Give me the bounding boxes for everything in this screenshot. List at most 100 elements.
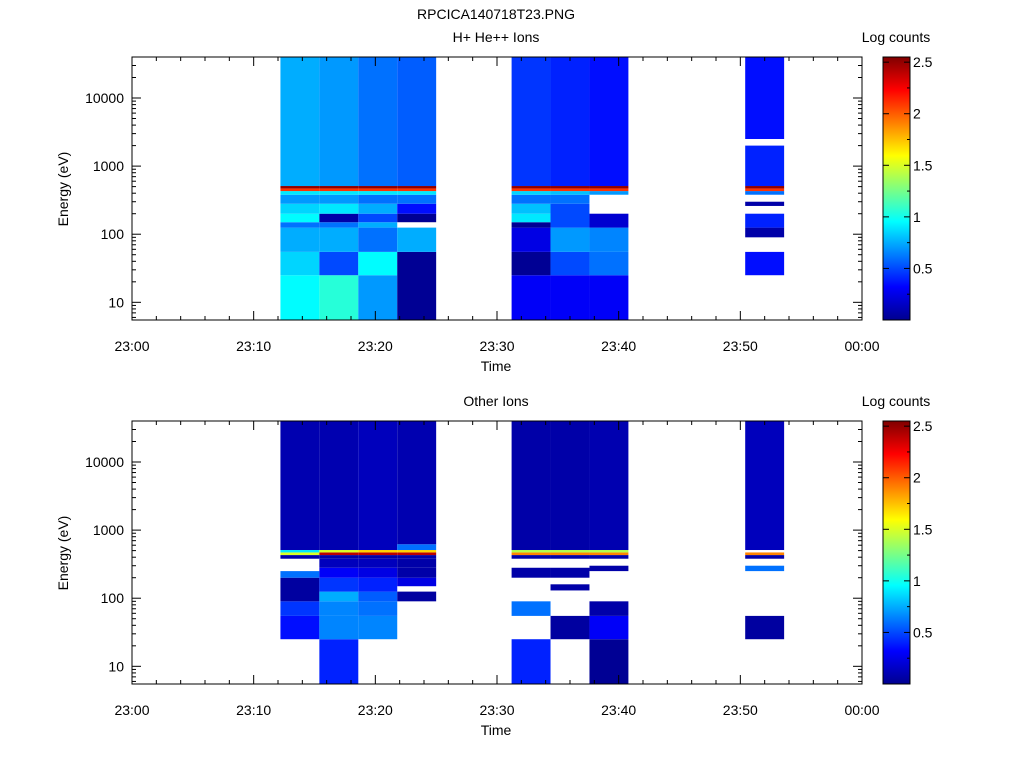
heatmap-cell	[319, 421, 359, 551]
colorbar-ticks: 0.5 1 1.5 2 2.5	[883, 54, 933, 295]
heatmap-cell	[319, 552, 359, 556]
heatmap-cell	[280, 203, 320, 214]
heatmap-cell	[745, 565, 785, 572]
x-axis-label: Time	[481, 358, 512, 374]
heatmap-cell	[280, 601, 320, 616]
heatmap-cell	[319, 57, 359, 187]
x-tick-label: 23:20	[358, 702, 393, 718]
heatmap-cell	[280, 550, 320, 553]
heatmap-cell	[319, 203, 359, 214]
x-tick-label: 23:20	[358, 338, 393, 354]
heatmap-cell	[550, 188, 590, 192]
heatmap-cells	[280, 421, 785, 684]
axes: 23:00 23:10 23:20 23:30 23:40 23:50 00:00 10 100…	[85, 420, 880, 718]
heatmap-cell	[397, 186, 437, 189]
heatmap-cell	[511, 213, 551, 223]
heatmap-cell	[511, 275, 551, 320]
colorbar-tick-label: 1	[913, 209, 921, 225]
heatmap-cell	[589, 565, 629, 572]
heatmap-cell	[397, 421, 437, 545]
heatmap-cell	[589, 186, 629, 189]
heatmap-cell	[358, 555, 398, 559]
heatmap-cell	[511, 550, 551, 553]
colorbar-tick-label: 0.5	[913, 260, 933, 276]
heatmap-cells	[280, 57, 785, 320]
heatmap-cell	[319, 555, 359, 559]
y-tick-label: 10	[108, 658, 124, 674]
heatmap-cell	[745, 555, 785, 559]
x-tick-label: 23:00	[114, 338, 149, 354]
heatmap-cell	[511, 227, 551, 252]
heatmap-cell	[358, 275, 398, 320]
heatmap-cell	[319, 227, 359, 252]
heatmap-cell	[319, 591, 359, 602]
heatmap-cell	[745, 227, 785, 238]
heatmap-cell	[511, 191, 551, 195]
x-tick-label: 00:00	[844, 338, 879, 354]
heatmap-cell	[511, 186, 551, 189]
heatmap-cell	[319, 639, 359, 684]
heatmap-cell	[745, 552, 785, 556]
heatmap-cell	[550, 567, 590, 578]
heatmap-cell	[745, 201, 785, 206]
heatmap-cell	[745, 57, 785, 140]
heatmap-cell	[358, 567, 398, 578]
y-tick-label: 1000	[93, 158, 124, 174]
x-tick-label: 23:40	[601, 338, 636, 354]
y-tick-label: 100	[101, 226, 125, 242]
colorbar-tick-label: 2	[913, 470, 921, 486]
heatmap-cell	[358, 203, 398, 214]
y-tick-label: 1000	[93, 522, 124, 538]
heatmap-cell	[358, 552, 398, 556]
x-tick-label: 23:30	[479, 702, 514, 718]
heatmap-cell	[319, 194, 359, 204]
heatmap-cell	[397, 251, 437, 320]
heatmap-cell	[397, 188, 437, 192]
heatmap-cell	[319, 191, 359, 195]
heatmap-cell	[280, 577, 320, 602]
heatmap-cell	[358, 222, 398, 228]
heatmap-cell	[319, 222, 359, 228]
heatmap-cell	[397, 213, 437, 223]
heatmap-cell	[319, 188, 359, 192]
heatmap-cell	[280, 552, 320, 556]
heatmap-cell	[280, 571, 320, 578]
heatmap-cell	[511, 639, 551, 684]
heatmap-cell	[358, 421, 398, 551]
heatmap-cell	[280, 188, 320, 192]
colorbar-tick-label: 1	[913, 573, 921, 589]
heatmap-cell	[511, 421, 551, 551]
figure-title: RPCICA140718T23.PNG	[417, 6, 575, 22]
heatmap-cell	[550, 421, 590, 551]
colorbar-tick-label: 2	[913, 106, 921, 122]
heatmap-cell	[397, 227, 437, 252]
heatmap-cell	[745, 186, 785, 189]
heatmap-cell	[589, 227, 629, 252]
heatmap-cell	[397, 203, 437, 214]
heatmap-cell	[358, 194, 398, 204]
heatmap-cell	[511, 188, 551, 192]
heatmap-cell	[511, 601, 551, 616]
heatmap-cell	[550, 191, 590, 195]
heatmap-cell	[589, 601, 629, 616]
heatmap-cell	[550, 550, 590, 553]
heatmap-cell	[745, 188, 785, 192]
heatmap-cell	[319, 558, 359, 568]
heatmap-cell	[319, 186, 359, 189]
heatmap-cell	[511, 251, 551, 276]
heatmap-cell	[397, 550, 437, 553]
heatmap-cell	[319, 213, 359, 223]
heatmap-cell	[511, 555, 551, 559]
heatmap-cell	[589, 251, 629, 276]
heatmap-cell	[589, 57, 629, 187]
heatmap-cell	[745, 191, 785, 195]
heatmap-cell	[280, 227, 320, 252]
heatmap-cell	[745, 213, 785, 228]
y-tick-label: 10	[108, 294, 124, 310]
axes: 23:00 23:10 23:20 23:30 23:40 23:50 00:00 10 100…	[85, 56, 880, 354]
heatmap-cell	[550, 194, 590, 204]
heatmap-cell	[589, 188, 629, 192]
heatmap-cell	[511, 222, 551, 228]
heatmap-cell	[397, 552, 437, 556]
x-tick-label: 23:50	[723, 702, 758, 718]
